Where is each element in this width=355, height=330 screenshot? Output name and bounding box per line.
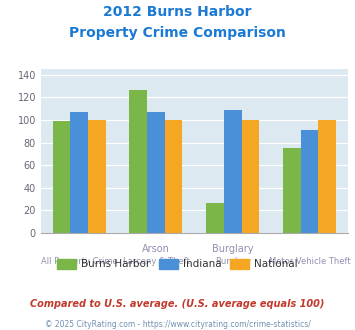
Bar [130,89,147,233]
Bar [224,110,241,233]
Text: © 2025 CityRating.com - https://www.cityrating.com/crime-statistics/: © 2025 CityRating.com - https://www.city… [45,320,310,329]
Text: Arson: Arson [142,244,170,254]
Bar [70,112,88,233]
Bar [88,120,106,233]
Text: Property Crime Comparison: Property Crime Comparison [69,26,286,40]
Bar [318,120,336,233]
Text: Motor Vehicle Theft: Motor Vehicle Theft [269,257,350,266]
Text: Larceny & Theft: Larceny & Theft [122,257,190,266]
Bar [301,130,318,233]
Text: Burglary: Burglary [212,244,253,254]
Text: 2012 Burns Harbor: 2012 Burns Harbor [103,5,252,19]
Bar [206,203,224,233]
Text: All Property Crime: All Property Crime [41,257,118,266]
Text: Burglary: Burglary [215,257,251,266]
Text: Compared to U.S. average. (U.S. average equals 100): Compared to U.S. average. (U.S. average … [30,299,325,309]
Bar [147,112,165,233]
Bar [241,120,259,233]
Legend: Burns Harbor, Indiana, National: Burns Harbor, Indiana, National [53,255,302,274]
Bar [53,121,70,233]
Bar [283,148,301,233]
Bar [165,120,182,233]
